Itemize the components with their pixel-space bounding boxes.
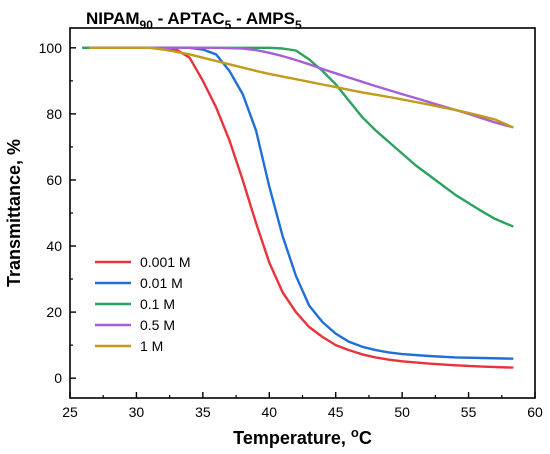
- y-axis-ticks: 0 20 40 60 80 100: [39, 40, 76, 386]
- x-tick-label: 35: [195, 404, 211, 420]
- legend-label: 1 M: [140, 338, 163, 354]
- y-tick-label: 40: [46, 238, 62, 254]
- legend-label: 0.001 M: [140, 254, 191, 270]
- chart-title-subscript: 5: [295, 18, 302, 32]
- legend: 0.001 M 0.01 M 0.1 M 0.5 M 1 M: [95, 254, 191, 354]
- x-tick-label: 50: [394, 404, 410, 420]
- legend-label: 0.1 M: [140, 296, 175, 312]
- chart-title-part: - AMPS: [231, 9, 295, 28]
- series-line: [88, 46, 514, 129]
- chart-title-part: - APTAC: [153, 9, 225, 28]
- x-axis-title: Temperature, oC: [233, 425, 372, 448]
- y-tick-label: 80: [46, 106, 62, 122]
- x-axis-title-main: Temperature,: [233, 428, 351, 448]
- y-tick-label: 100: [39, 40, 63, 56]
- x-tick-label: 45: [328, 404, 344, 420]
- y-axis-title-text: Transmittance, %: [4, 139, 24, 287]
- chart-title: NIPAM90 - APTAC5 - AMPS5: [86, 9, 302, 32]
- y-tick-label: 0: [54, 370, 62, 386]
- chart-title-part: NIPAM: [86, 9, 140, 28]
- x-tick-label: 25: [62, 404, 78, 420]
- series-line: [82, 46, 514, 228]
- x-tick-label: 30: [129, 404, 145, 420]
- x-tick-label: 55: [461, 404, 477, 420]
- legend-label: 0.5 M: [140, 317, 175, 333]
- y-tick-label: 60: [46, 172, 62, 188]
- x-tick-label: 60: [527, 404, 543, 420]
- y-tick-label: 20: [46, 304, 62, 320]
- chart-title-text: NIPAM90 - APTAC5 - AMPS5: [86, 9, 302, 32]
- series-line: [82, 46, 514, 369]
- series-lines: [82, 46, 514, 369]
- x-axis-title-text: Temperature, oC: [233, 425, 372, 448]
- chart-title-subscript: 5: [225, 18, 232, 32]
- x-axis-title-superscript: o: [351, 425, 359, 440]
- series-line: [88, 46, 514, 129]
- legend-label: 0.01 M: [140, 275, 183, 291]
- series-line: [82, 46, 514, 360]
- y-axis-title: Transmittance, %: [4, 139, 24, 287]
- x-tick-label: 40: [261, 404, 277, 420]
- x-axis-ticks: 25 30 35 40 45 50 55 60: [62, 392, 543, 420]
- x-axis-title-unit: C: [359, 428, 372, 448]
- chart-title-subscript: 90: [140, 18, 154, 32]
